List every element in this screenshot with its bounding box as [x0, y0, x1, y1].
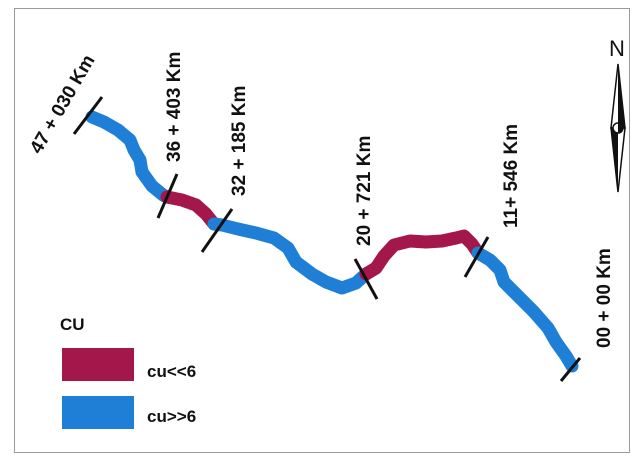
- chainage-tick-6: [559, 357, 582, 382]
- legend: CU cu<<6 cu>>6: [60, 315, 196, 429]
- legend-label-high: cu>>6: [147, 407, 196, 426]
- legend-label-low: cu<<6: [147, 362, 196, 381]
- legend-title: CU: [60, 315, 85, 334]
- chainage-label-5: 11+ 546 Km: [501, 124, 522, 228]
- north-arrow-icon: N: [609, 36, 626, 193]
- route-segment-3: [207, 217, 373, 295]
- chainage-ticks: [72, 96, 582, 382]
- legend-swatch-low: [62, 348, 134, 381]
- route-segment-4: [359, 229, 485, 281]
- chainage-label-2: 36 + 403 Km: [164, 52, 185, 162]
- route-segment-1: [85, 110, 174, 204]
- route-segment-2: [160, 190, 221, 231]
- chainage-tick-1: [72, 96, 104, 135]
- chainage-label-6: 00 + 00 Km: [594, 248, 615, 348]
- chainage-tick-3: [200, 208, 234, 253]
- legend-swatch-high: [62, 396, 134, 429]
- chainage-label-1: 47 + 030 Km: [26, 51, 99, 157]
- chainage-tick-5: [463, 236, 490, 278]
- chainage-tick-2: [156, 173, 179, 219]
- route-segment-5: [471, 246, 579, 373]
- chainage-label-4: 20 + 721 Km: [354, 136, 375, 246]
- north-label: N: [609, 36, 625, 61]
- chainage-tick-4: [353, 258, 379, 300]
- chainage-label-3: 32 + 185 Km: [229, 86, 250, 196]
- route: [85, 110, 579, 373]
